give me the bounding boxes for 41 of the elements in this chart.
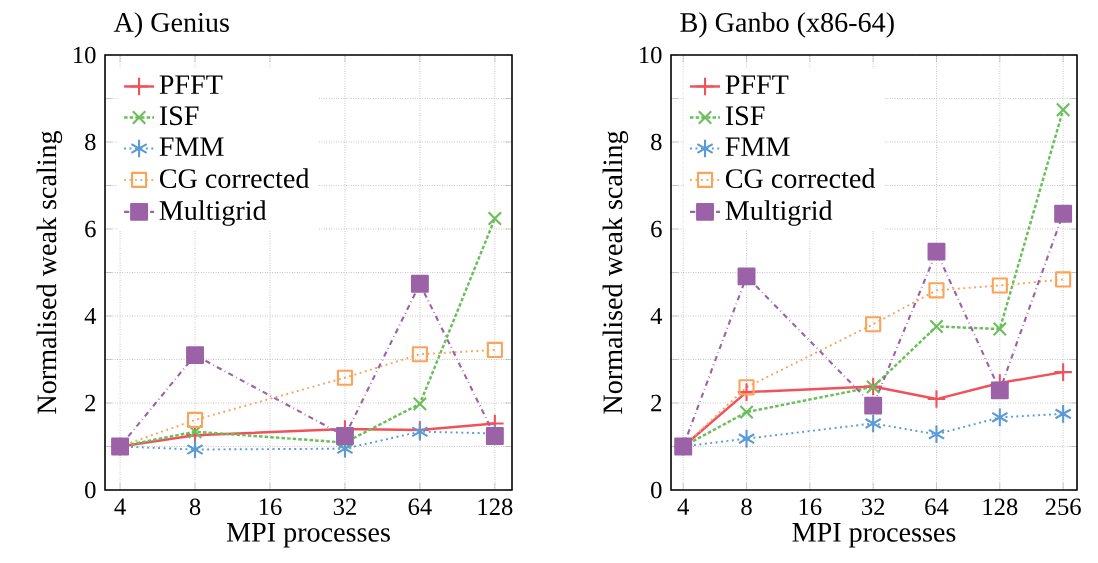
y-tick-label: 4	[84, 307, 97, 325]
x-tick-label: 8	[189, 498, 201, 516]
chart-title: A) Genius	[113, 12, 229, 38]
y-tick-label: 6	[85, 220, 96, 238]
x-tick-label: 128	[983, 498, 1018, 516]
legend-label: PFFT	[725, 75, 789, 94]
y-tick-label: 10	[74, 46, 96, 64]
legend-label: CG corrected	[159, 168, 310, 189]
legend-label: Multigrid	[725, 200, 833, 226]
legend-label: CG corrected	[725, 168, 876, 189]
x-tick-label: 64	[925, 498, 949, 516]
y-tick-label: 6	[651, 220, 662, 238]
y-axis-title: Normalised weak scaling	[36, 130, 63, 414]
y-tick-label: 2	[651, 394, 662, 412]
x-tick-label: 256	[1045, 498, 1081, 516]
x-axis-title: MPI processes	[792, 523, 956, 548]
legend-label: FMM	[159, 137, 224, 156]
legend-label: PFFT	[159, 75, 223, 94]
legend-label: FMM	[725, 137, 790, 156]
y-tick-label: 2	[85, 394, 96, 412]
x-tick-label: 128	[478, 498, 513, 516]
x-tick-label: 16	[259, 498, 282, 516]
legend-label: ISF	[725, 106, 765, 126]
y-tick-label: 4	[650, 307, 663, 325]
y-tick-label: 8	[651, 133, 662, 151]
legend-label: Multigrid	[159, 200, 267, 226]
y-tick-label: 0	[85, 481, 96, 499]
y-tick-label: 10	[640, 46, 662, 64]
chart-title: B) Ganbo (x86-64)	[680, 12, 894, 38]
x-tick-label: 64	[408, 498, 432, 516]
x-tick-label: 32	[862, 498, 885, 516]
x-tick-label: 32	[333, 498, 356, 516]
x-tick-label: 4	[677, 498, 689, 515]
x-tick-label: 16	[799, 498, 822, 516]
x-axis-title: MPI processes	[226, 523, 390, 548]
x-tick-label: 4	[114, 498, 126, 515]
x-tick-label: 8	[741, 498, 752, 516]
legend-label: ISF	[159, 106, 199, 126]
y-tick-label: 0	[651, 481, 662, 499]
y-axis-title: Normalised weak scaling	[602, 130, 629, 414]
y-tick-label: 8	[85, 133, 96, 151]
